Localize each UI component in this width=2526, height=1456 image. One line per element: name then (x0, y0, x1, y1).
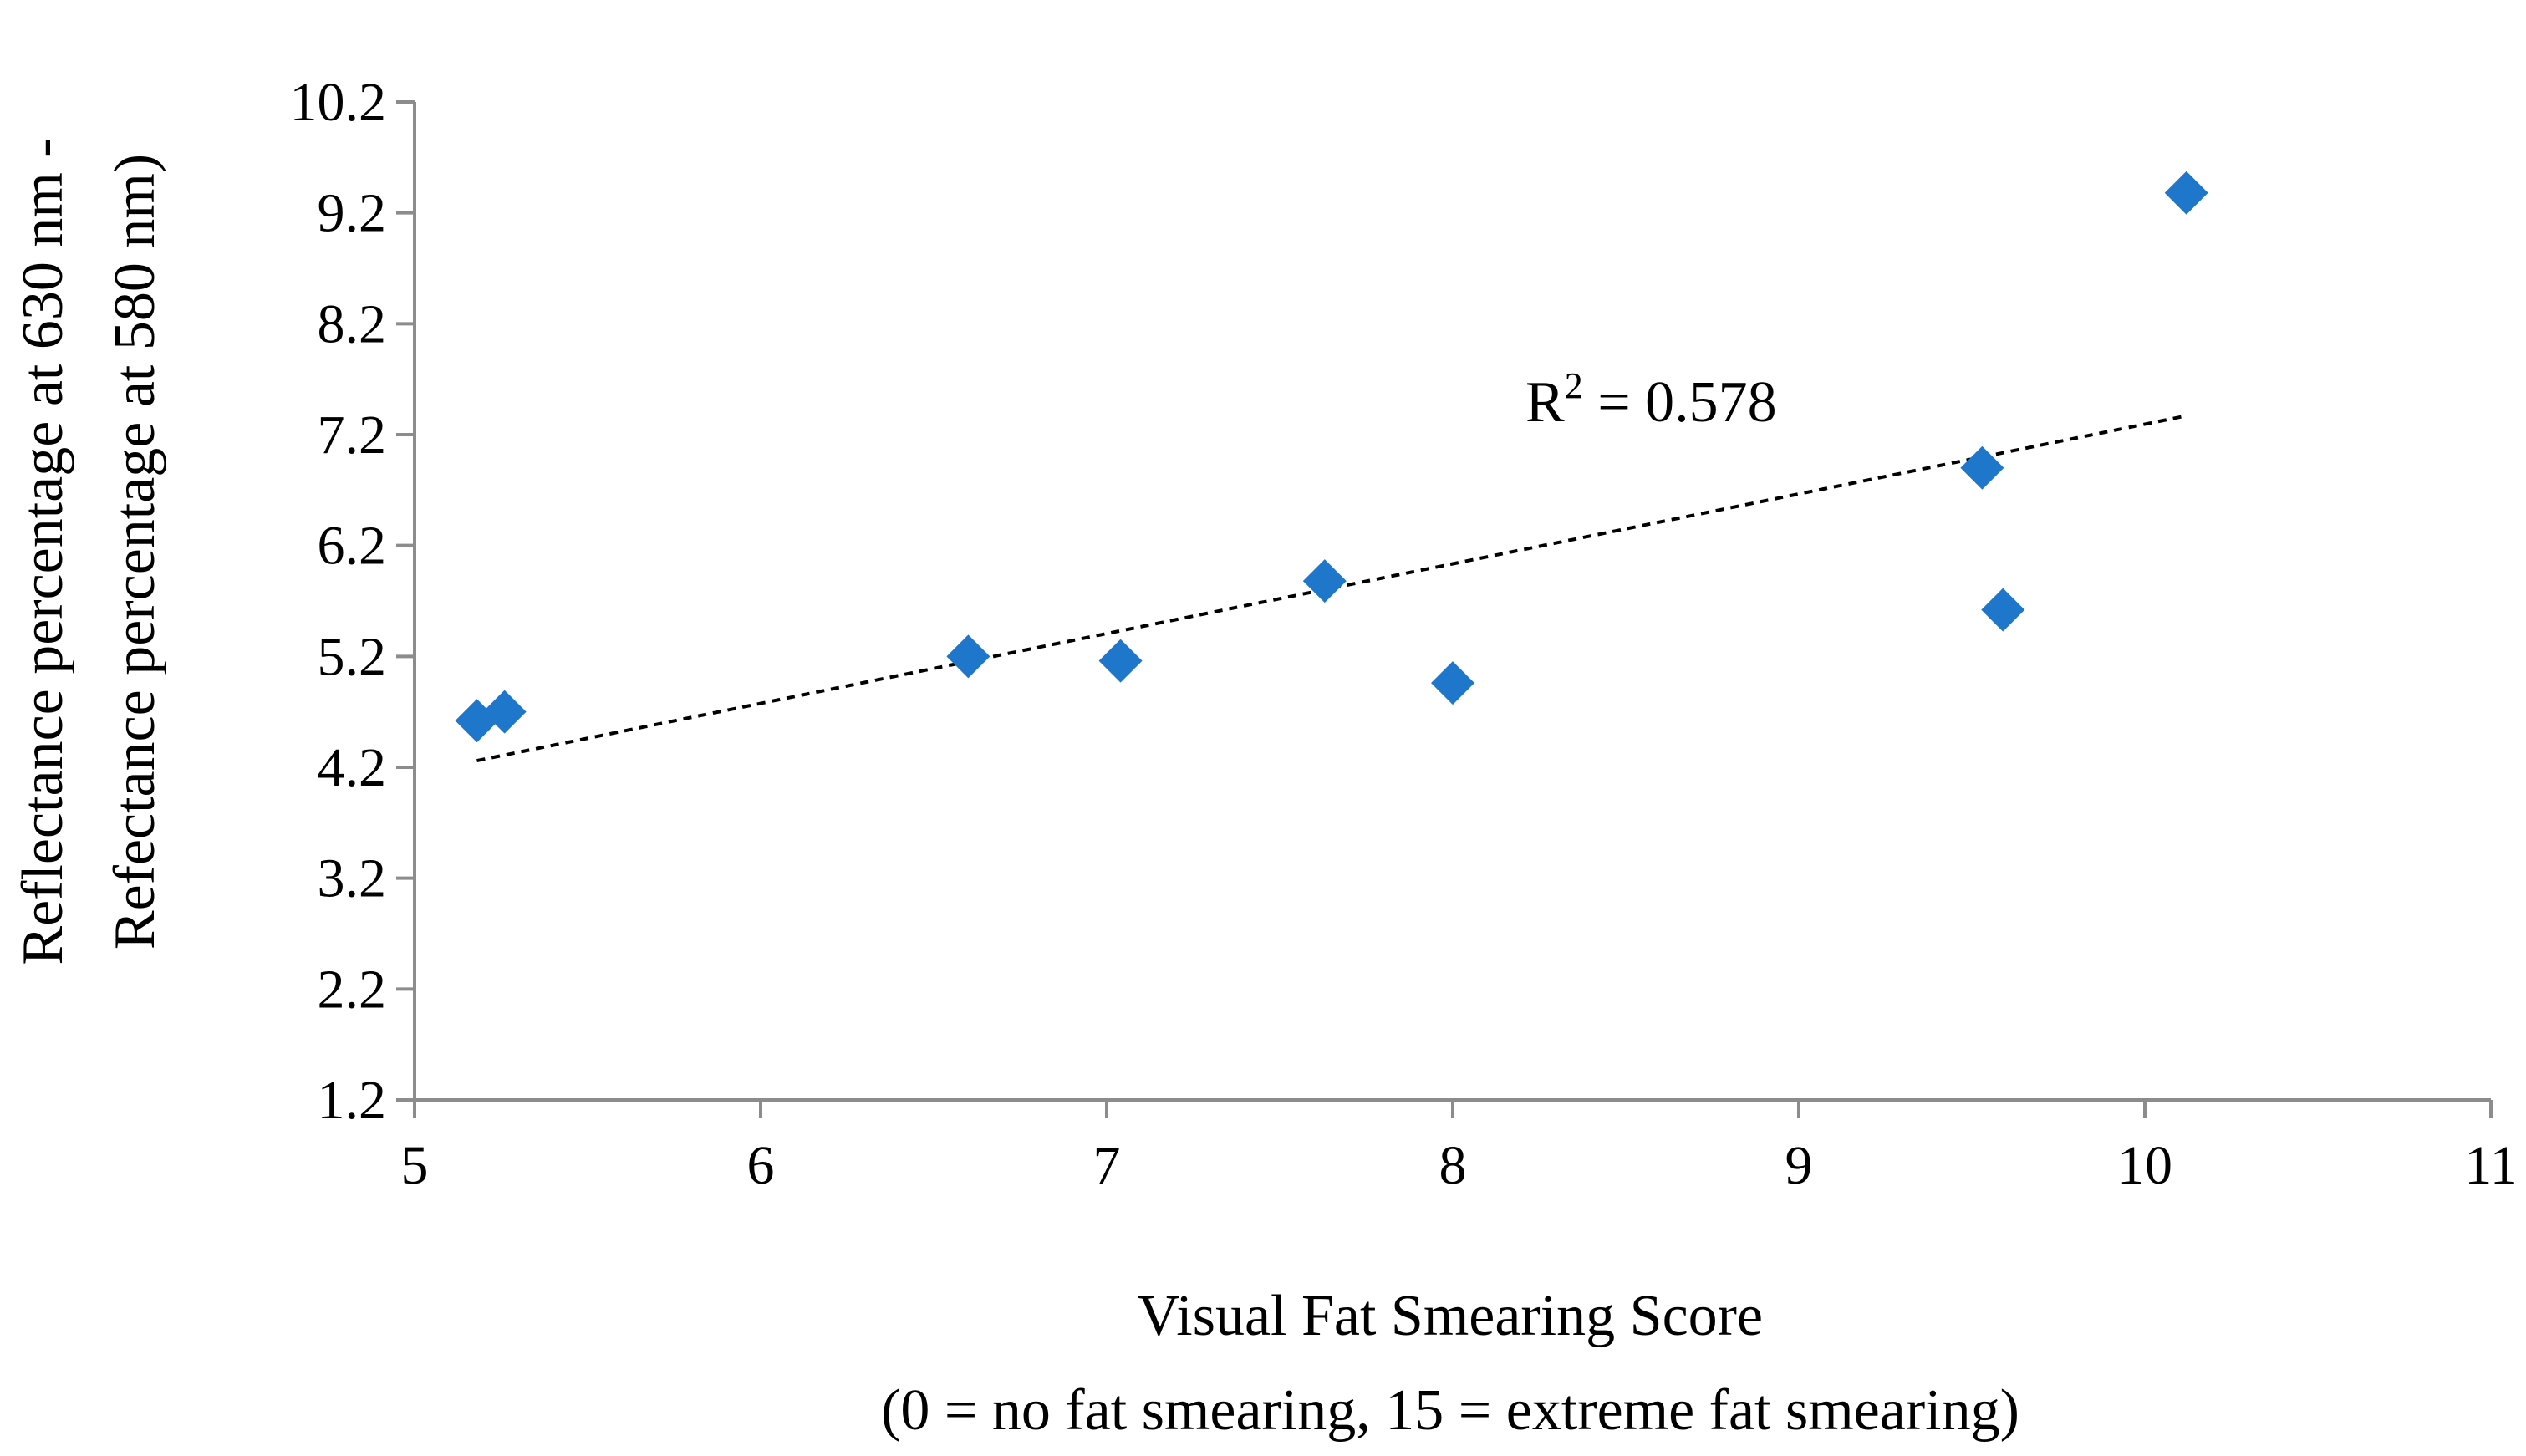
data-point (1431, 661, 1474, 705)
y-tick-label: 4.2 (318, 737, 387, 798)
x-tick-label: 8 (1439, 1135, 1467, 1196)
x-axis: 5 6 7 8 9 10 11 (401, 1098, 2518, 1196)
trendline (476, 414, 2187, 763)
x-tick-label: 11 (2464, 1135, 2518, 1196)
x-tick-label: 5 (401, 1135, 429, 1196)
data-point (1960, 445, 2004, 490)
y-axis: 1.2 2.2 3.2 4.2 5.2 6.2 7.2 8.2 9.2 10.2 (290, 72, 416, 1131)
y-tick-label: 5.2 (318, 626, 387, 687)
y-tick-label: 7.2 (318, 405, 387, 466)
y-axis-title-line1: Reflectance percentage at 630 nm - (11, 138, 75, 965)
x-tick-label: 7 (1093, 1135, 1121, 1196)
y-tick-label: 3.2 (318, 848, 387, 909)
r-squared-annotation: R2 = 0.578 (1525, 365, 1777, 435)
y-tick-label: 8.2 (318, 293, 387, 354)
y-tick-label: 9.2 (318, 183, 387, 244)
x-tick-label: 6 (747, 1135, 775, 1196)
x-axis-title: Visual Fat Smearing Score (1138, 1284, 1763, 1348)
y-tick-label: 10.2 (290, 72, 387, 133)
r-value: = 0.578 (1583, 370, 1777, 435)
data-points (455, 171, 2208, 743)
y-tick-label: 6.2 (318, 516, 387, 577)
data-point (2164, 171, 2208, 215)
data-point (482, 690, 527, 734)
y-tick-label: 2.2 (318, 959, 387, 1020)
y-tick-label: 1.2 (318, 1070, 387, 1131)
x-axis-subtitle: (0 = no fat smearing, 15 = extreme fat s… (881, 1378, 2019, 1443)
data-point (1302, 559, 1347, 603)
trendline-group (476, 414, 2187, 763)
r-superscript: 2 (1565, 365, 1583, 406)
r-symbol: R (1525, 370, 1565, 435)
x-tick-label: 9 (1785, 1135, 1813, 1196)
data-point (1098, 639, 1143, 683)
y-axis-title-line2: Refectance percentage at 580 nm) (103, 154, 167, 949)
x-tick-label: 10 (2117, 1135, 2172, 1196)
data-point (946, 634, 991, 679)
data-point (1981, 588, 2025, 632)
